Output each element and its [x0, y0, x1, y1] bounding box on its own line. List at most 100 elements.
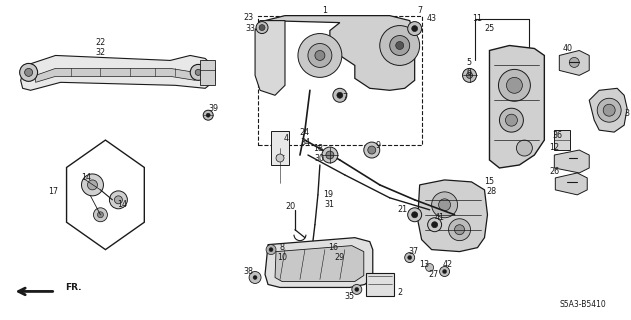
Text: 27: 27 [428, 270, 439, 279]
Text: 35: 35 [345, 292, 355, 301]
Circle shape [269, 248, 273, 252]
Text: 18: 18 [313, 144, 323, 153]
Text: 36: 36 [552, 131, 562, 140]
Text: 13: 13 [420, 260, 430, 269]
Circle shape [333, 88, 347, 102]
Text: 7: 7 [342, 93, 348, 102]
Text: 37: 37 [409, 247, 419, 256]
Circle shape [597, 98, 621, 122]
Text: 25: 25 [485, 24, 495, 33]
Circle shape [93, 208, 107, 222]
Polygon shape [35, 68, 195, 82]
Circle shape [439, 199, 451, 211]
Circle shape [81, 174, 103, 196]
Circle shape [25, 68, 33, 76]
Circle shape [288, 246, 302, 260]
Text: 24: 24 [299, 128, 309, 137]
Circle shape [337, 92, 343, 98]
Circle shape [408, 256, 411, 260]
Circle shape [315, 51, 325, 60]
Circle shape [396, 42, 404, 50]
Text: 2: 2 [397, 288, 403, 297]
Bar [257, 16, 422, 145]
Circle shape [390, 36, 410, 55]
Circle shape [442, 269, 447, 274]
Circle shape [195, 69, 201, 76]
Circle shape [505, 114, 517, 126]
Circle shape [256, 22, 268, 34]
Text: 42: 42 [442, 260, 452, 269]
Bar [306, 244, 334, 266]
Circle shape [308, 44, 332, 68]
Text: S5A3-B5410: S5A3-B5410 [559, 300, 606, 309]
Polygon shape [418, 180, 488, 252]
Text: 20: 20 [285, 202, 295, 211]
Circle shape [249, 271, 261, 284]
Circle shape [454, 225, 464, 235]
Text: 8: 8 [280, 243, 285, 252]
Circle shape [500, 108, 523, 132]
Circle shape [411, 212, 418, 218]
Circle shape [463, 68, 476, 82]
Circle shape [259, 25, 265, 31]
Polygon shape [265, 16, 415, 90]
Text: 34: 34 [300, 138, 310, 147]
Text: 1: 1 [322, 6, 327, 15]
Text: 21: 21 [398, 205, 408, 214]
Polygon shape [555, 173, 587, 195]
Text: 10: 10 [277, 253, 287, 262]
Text: 30: 30 [315, 154, 325, 163]
Text: 33: 33 [245, 24, 255, 33]
Text: 39: 39 [208, 104, 218, 113]
Text: 7: 7 [417, 6, 422, 15]
Circle shape [292, 250, 298, 256]
Circle shape [466, 72, 473, 78]
Text: 22: 22 [95, 38, 105, 47]
Text: 3: 3 [625, 109, 630, 118]
Circle shape [114, 196, 122, 204]
Text: 40: 40 [562, 44, 572, 53]
Circle shape [432, 222, 438, 228]
Circle shape [408, 22, 422, 36]
Circle shape [88, 180, 97, 190]
Circle shape [603, 104, 615, 116]
Circle shape [298, 34, 342, 77]
Circle shape [368, 146, 376, 154]
Polygon shape [275, 246, 364, 282]
Circle shape [380, 26, 420, 65]
Text: 16: 16 [328, 243, 338, 252]
Polygon shape [21, 55, 215, 90]
Circle shape [428, 218, 442, 232]
Polygon shape [490, 45, 545, 168]
Circle shape [432, 192, 457, 218]
Circle shape [206, 113, 210, 117]
Text: 9: 9 [375, 140, 380, 149]
Polygon shape [589, 88, 627, 132]
Text: 6: 6 [466, 68, 471, 77]
Circle shape [203, 110, 213, 120]
Circle shape [411, 26, 418, 32]
Circle shape [266, 244, 276, 255]
Text: 41: 41 [435, 213, 445, 222]
Circle shape [276, 154, 284, 162]
Bar [554, 130, 570, 150]
Circle shape [498, 69, 531, 101]
Text: 32: 32 [95, 48, 105, 57]
Polygon shape [265, 238, 373, 287]
Circle shape [426, 264, 433, 271]
Polygon shape [554, 150, 589, 173]
Circle shape [404, 252, 415, 262]
Circle shape [516, 140, 533, 156]
Circle shape [322, 147, 338, 163]
Circle shape [408, 208, 422, 222]
Text: 43: 43 [427, 14, 437, 23]
Circle shape [253, 276, 257, 279]
Circle shape [352, 284, 362, 294]
Text: 11: 11 [473, 14, 483, 23]
Text: 31: 31 [325, 200, 335, 209]
Text: 17: 17 [49, 188, 59, 196]
Text: 19: 19 [323, 190, 333, 199]
Text: 23: 23 [243, 13, 253, 22]
Bar [271, 131, 289, 165]
Polygon shape [255, 20, 285, 95]
